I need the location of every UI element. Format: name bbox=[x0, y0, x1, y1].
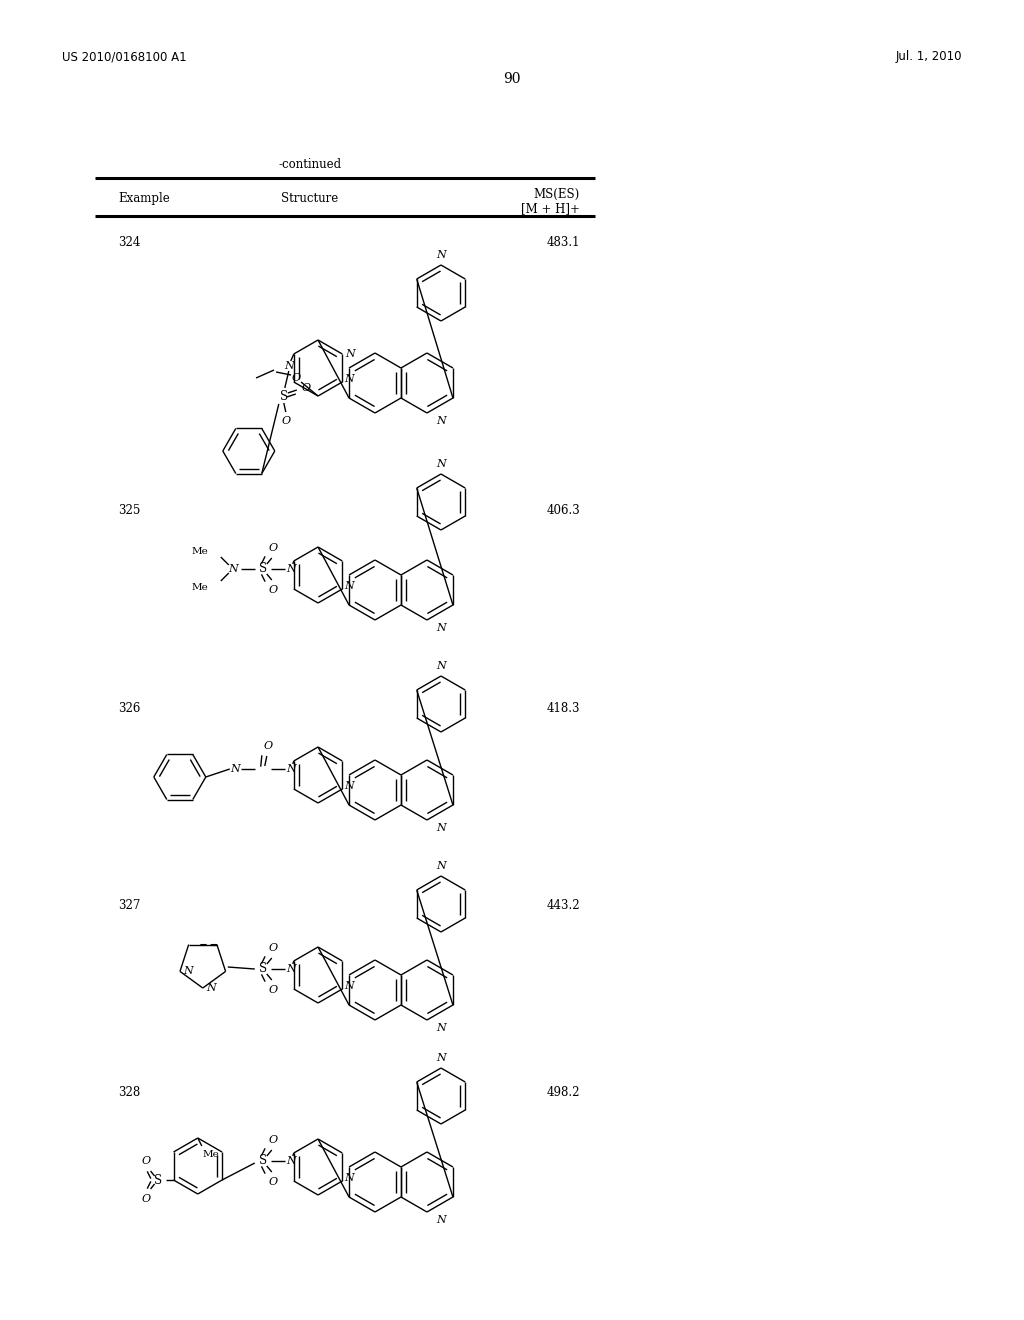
Text: N: N bbox=[436, 623, 445, 634]
Text: O: O bbox=[268, 1135, 278, 1144]
Text: O: O bbox=[268, 585, 278, 595]
Text: O: O bbox=[268, 1177, 278, 1187]
Text: N: N bbox=[436, 861, 445, 871]
Text: 443.2: 443.2 bbox=[547, 899, 580, 912]
Text: N: N bbox=[284, 360, 294, 371]
Text: Me: Me bbox=[203, 1150, 219, 1159]
Text: 418.3: 418.3 bbox=[547, 702, 580, 715]
Text: N: N bbox=[230, 764, 240, 774]
Text: O: O bbox=[268, 942, 278, 953]
Text: N: N bbox=[345, 348, 355, 359]
Text: -continued: -continued bbox=[279, 158, 342, 172]
Text: N: N bbox=[436, 416, 445, 426]
Text: N: N bbox=[286, 964, 296, 974]
Text: N: N bbox=[286, 764, 296, 774]
Text: Example: Example bbox=[118, 191, 170, 205]
Text: N: N bbox=[436, 1023, 445, 1034]
Text: N: N bbox=[344, 581, 354, 591]
Text: N: N bbox=[286, 1156, 296, 1166]
Text: S: S bbox=[155, 1173, 163, 1187]
Text: 498.2: 498.2 bbox=[547, 1086, 580, 1100]
Text: O: O bbox=[282, 416, 291, 426]
Text: N: N bbox=[436, 822, 445, 833]
Text: S: S bbox=[259, 1155, 267, 1167]
Text: S: S bbox=[280, 389, 288, 403]
Text: 326: 326 bbox=[118, 702, 140, 715]
Text: N: N bbox=[436, 1214, 445, 1225]
Text: N: N bbox=[344, 981, 354, 991]
Text: 406.3: 406.3 bbox=[546, 504, 580, 517]
Text: O: O bbox=[292, 374, 301, 383]
Text: S: S bbox=[259, 962, 267, 975]
Text: Jul. 1, 2010: Jul. 1, 2010 bbox=[896, 50, 962, 63]
Text: US 2010/0168100 A1: US 2010/0168100 A1 bbox=[62, 50, 186, 63]
Text: 90: 90 bbox=[503, 73, 521, 86]
Text: N: N bbox=[436, 661, 445, 671]
Text: Me: Me bbox=[191, 582, 208, 591]
Text: N: N bbox=[206, 983, 215, 993]
Text: MS(ES): MS(ES) bbox=[534, 187, 580, 201]
Text: N: N bbox=[436, 249, 445, 260]
Text: Structure: Structure bbox=[282, 191, 339, 205]
Text: N: N bbox=[344, 1173, 354, 1183]
Text: S: S bbox=[259, 562, 267, 576]
Text: O: O bbox=[263, 741, 272, 751]
Text: 325: 325 bbox=[118, 504, 140, 517]
Text: N: N bbox=[436, 1053, 445, 1063]
Text: O: O bbox=[142, 1156, 152, 1166]
Text: O: O bbox=[142, 1195, 152, 1204]
Text: N: N bbox=[344, 374, 354, 384]
Text: N: N bbox=[344, 781, 354, 791]
Text: O: O bbox=[268, 985, 278, 995]
Text: N: N bbox=[436, 459, 445, 469]
Text: 483.1: 483.1 bbox=[547, 236, 580, 249]
Text: N: N bbox=[183, 966, 193, 977]
Text: 327: 327 bbox=[118, 899, 140, 912]
Text: N: N bbox=[286, 564, 296, 574]
Text: O: O bbox=[268, 543, 278, 553]
Text: O: O bbox=[302, 383, 311, 393]
Text: 324: 324 bbox=[118, 236, 140, 249]
Text: [M + H]+: [M + H]+ bbox=[521, 202, 580, 215]
Text: 328: 328 bbox=[118, 1086, 140, 1100]
Text: N: N bbox=[228, 564, 238, 574]
Text: Me: Me bbox=[191, 546, 208, 556]
